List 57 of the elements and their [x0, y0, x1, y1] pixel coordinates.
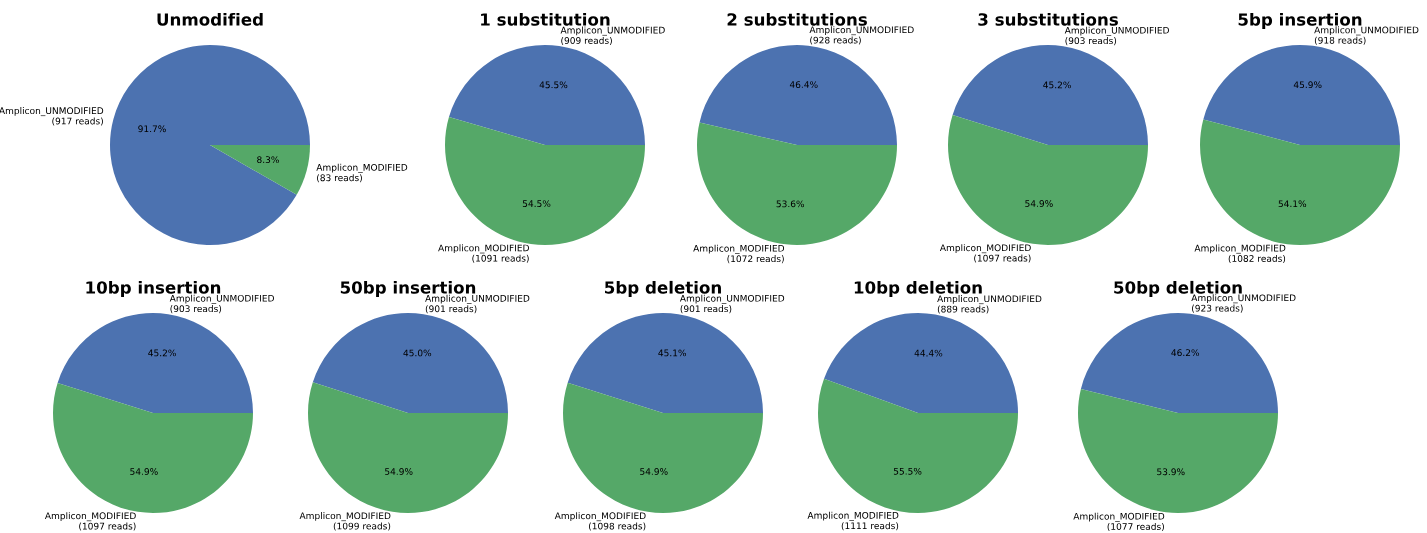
slice-label: Amplicon_MODIFIED (1082 reads) — [1194, 244, 1286, 263]
chart-title: 2 substitutions — [727, 12, 867, 26]
chart-title: 1 substitution — [481, 12, 610, 26]
data-label: 45.0% — [403, 349, 432, 357]
slice-label: Amplicon_MODIFIED (1097 reads) — [44, 512, 136, 531]
data-label: 54.9% — [640, 468, 668, 475]
data-label: 53.9% — [1157, 468, 1185, 476]
slice-label: Amplicon_UNMODIFIED (928 reads) — [809, 26, 914, 45]
pie-slice — [308, 382, 508, 513]
pie-slice — [818, 378, 1018, 513]
data-label: 46.4% — [789, 81, 818, 88]
data-label: 54.1% — [1278, 200, 1307, 208]
chart-title: 3 substitutions — [978, 12, 1118, 26]
pie-slice — [567, 313, 763, 413]
chart-title: Unmodified — [157, 12, 263, 26]
data-label: 54.9% — [385, 468, 413, 475]
pie-slice — [53, 383, 253, 513]
slice-label: Amplicon_UNMODIFIED (909 reads) — [560, 26, 665, 45]
pie-slice — [312, 313, 508, 413]
data-label: 45.5% — [539, 81, 568, 89]
data-label: 45.1% — [658, 349, 687, 357]
pie-slice — [1203, 45, 1400, 145]
pie-slice — [563, 382, 763, 513]
pie-slice — [1080, 313, 1278, 413]
data-label: 91.7% — [138, 125, 166, 133]
pie-slice — [699, 45, 897, 145]
slice-label: Amplicon_UNMODIFIED (903 reads) — [1064, 26, 1169, 46]
slice-label: Amplicon_MODIFIED (1091 reads) — [438, 244, 529, 263]
pie-slice — [445, 117, 645, 245]
data-label: 45.2% — [148, 349, 176, 357]
pie-slice — [948, 115, 1148, 245]
data-label: 54.5% — [522, 200, 551, 208]
data-label: 54.9% — [130, 468, 158, 475]
data-label: 44.4% — [914, 349, 943, 357]
pie-slice — [57, 313, 253, 413]
pie-slice — [697, 122, 897, 245]
pie-slice — [110, 45, 310, 245]
data-label: 54.9% — [1025, 200, 1053, 207]
data-label: 45.9% — [1293, 81, 1322, 89]
slice-label: Amplicon_MODIFIED (1077 reads) — [1073, 512, 1165, 532]
slice-label: Amplicon_MODIFIED (1111 reads) — [807, 511, 899, 531]
pie-slice — [824, 313, 1018, 413]
data-label: 55.5% — [893, 467, 922, 475]
slice-label: Amplicon_MODIFIED (1098 reads) — [554, 512, 646, 531]
pie-slice — [210, 145, 310, 195]
pie-slice — [952, 45, 1148, 145]
data-label: 53.6% — [776, 200, 805, 208]
pie-slice — [1078, 389, 1278, 513]
pie-slice — [448, 45, 645, 145]
pie-slice — [1200, 119, 1400, 245]
slice-label: Amplicon_MODIFIED (83 reads) — [316, 163, 408, 183]
slice-label: Amplicon_MODIFIED (1072 reads) — [693, 244, 785, 264]
slice-label: Amplicon_MODIFIED (1099 reads) — [299, 512, 391, 531]
data-label: 8.3% — [257, 156, 279, 164]
data-label: 46.2% — [1171, 349, 1200, 357]
slice-label: Amplicon_MODIFIED (1097 reads) — [939, 244, 1031, 263]
data-label: 45.2% — [1043, 81, 1071, 89]
